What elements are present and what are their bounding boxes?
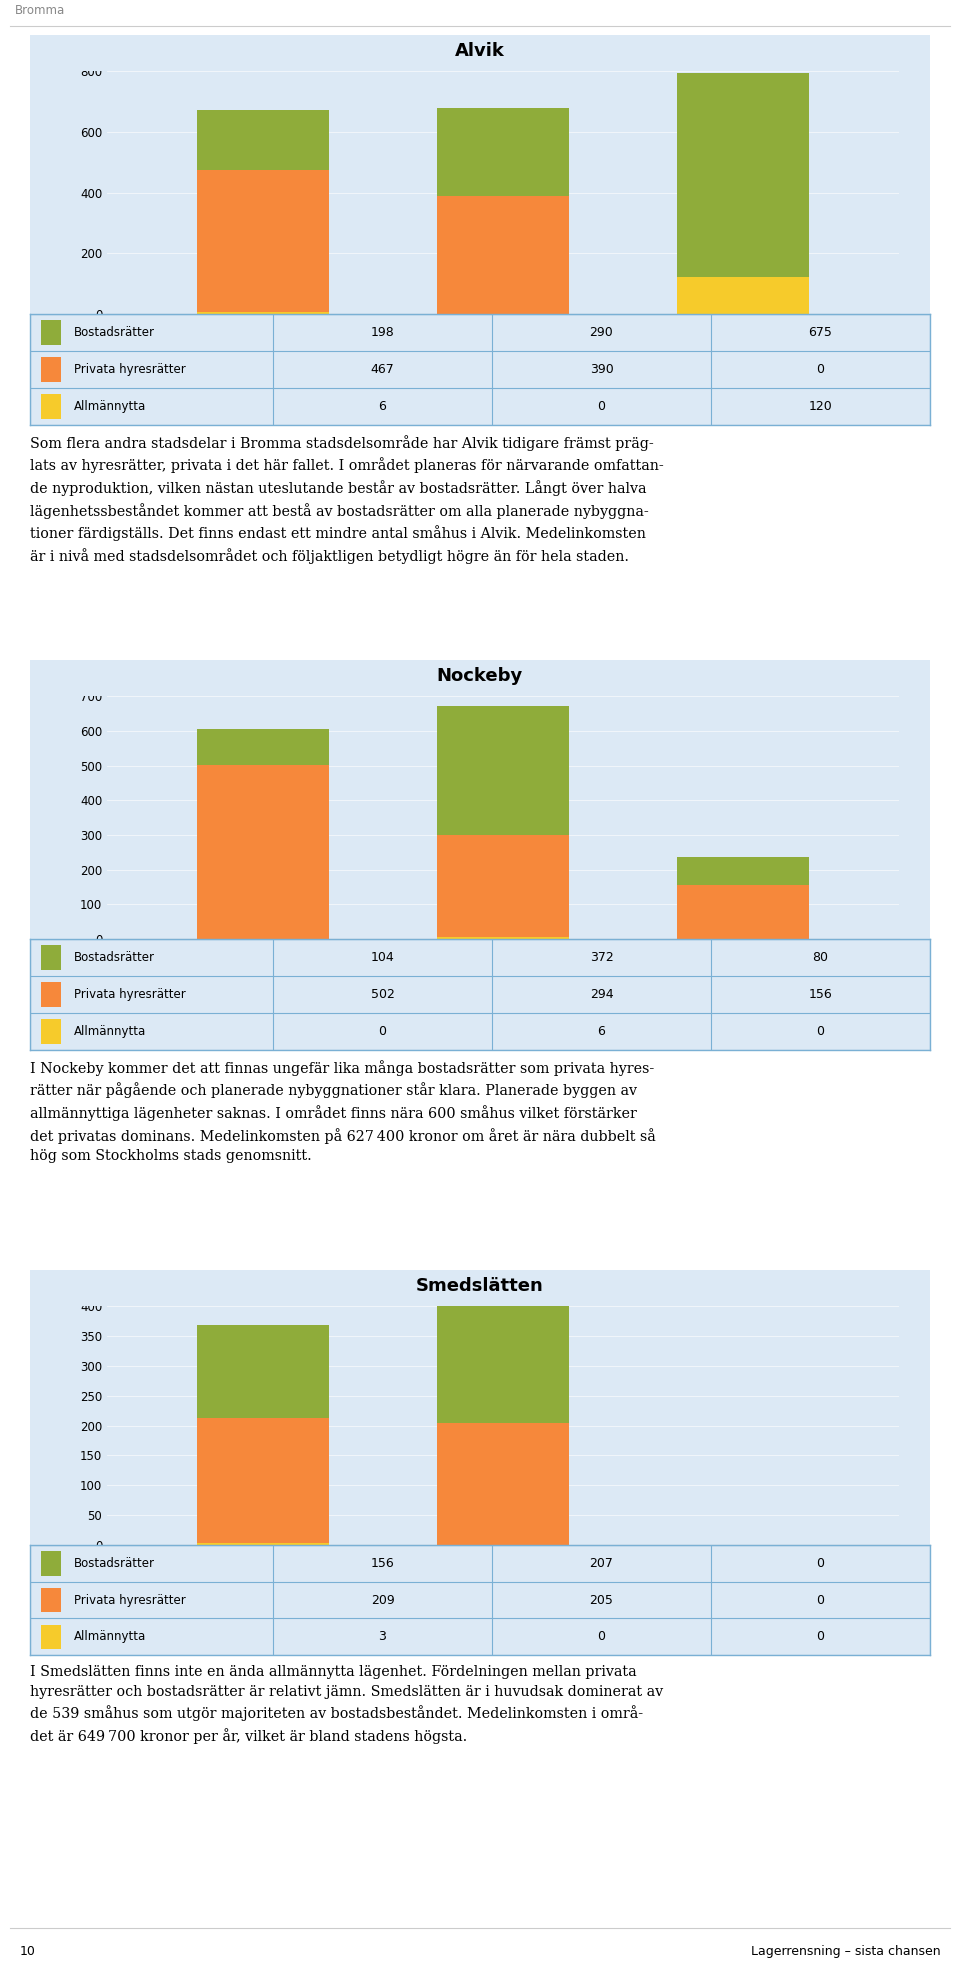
- Text: I ⁠Nockeby⁠ kommer det att finnas ungefär lika många bostadsrätter som privata h: I ⁠Nockeby⁠ kommer det att finnas ungefä…: [30, 1060, 656, 1162]
- Text: 205: 205: [589, 1593, 613, 1607]
- Text: Bostadsrätter: Bostadsrätter: [74, 327, 156, 338]
- Text: Privata hyresrätter: Privata hyresrätter: [74, 1593, 186, 1607]
- Text: Lagerrensning – sista chansen: Lagerrensning – sista chansen: [751, 1945, 941, 1957]
- Bar: [437, 706, 568, 834]
- Text: Alvik: Alvik: [455, 43, 505, 61]
- Text: 294: 294: [589, 987, 613, 1001]
- Text: 0: 0: [817, 1025, 825, 1039]
- Text: 0: 0: [597, 399, 606, 413]
- Bar: [197, 730, 328, 765]
- Text: 290: 290: [589, 327, 613, 338]
- Bar: [677, 885, 808, 938]
- Text: Bostadsrätter: Bostadsrätter: [74, 1558, 156, 1570]
- Text: Nockeby: Nockeby: [437, 667, 523, 685]
- Text: 6: 6: [378, 399, 387, 413]
- Bar: [197, 765, 328, 938]
- Bar: [40, 393, 60, 419]
- Bar: [197, 1418, 328, 1544]
- Bar: [40, 358, 60, 382]
- Bar: [437, 195, 568, 315]
- Text: 120: 120: [808, 399, 832, 413]
- Text: 0: 0: [817, 1593, 825, 1607]
- Bar: [40, 1587, 60, 1613]
- Bar: [437, 834, 568, 936]
- Bar: [197, 171, 328, 313]
- Text: 198: 198: [371, 327, 395, 338]
- Bar: [437, 1422, 568, 1546]
- Text: 10: 10: [19, 1945, 36, 1957]
- Text: Smedslätten: Smedslätten: [416, 1277, 544, 1294]
- Text: 80: 80: [812, 950, 828, 964]
- Text: Allmännytta: Allmännytta: [74, 399, 146, 413]
- Bar: [437, 1298, 568, 1422]
- Bar: [197, 1326, 328, 1418]
- Text: 0: 0: [817, 364, 825, 376]
- Text: 675: 675: [808, 327, 832, 338]
- Text: 0: 0: [597, 1631, 606, 1642]
- Bar: [40, 1552, 60, 1576]
- Bar: [677, 858, 808, 885]
- Text: 0: 0: [817, 1631, 825, 1642]
- Text: Privata hyresrätter: Privata hyresrätter: [74, 364, 186, 376]
- Bar: [40, 982, 60, 1007]
- Text: 156: 156: [371, 1558, 395, 1570]
- Text: 502: 502: [371, 987, 395, 1001]
- Text: 104: 104: [371, 950, 395, 964]
- Bar: [40, 1019, 60, 1044]
- Text: 390: 390: [589, 364, 613, 376]
- Bar: [437, 936, 568, 938]
- Text: 467: 467: [371, 364, 395, 376]
- Text: 6: 6: [597, 1025, 606, 1039]
- Text: 207: 207: [589, 1558, 613, 1570]
- Text: 0: 0: [817, 1558, 825, 1570]
- Bar: [197, 110, 328, 171]
- Bar: [40, 321, 60, 344]
- Text: 3: 3: [378, 1631, 387, 1642]
- Text: Bostadsrätter: Bostadsrätter: [74, 950, 156, 964]
- Text: Privata hyresrätter: Privata hyresrätter: [74, 987, 186, 1001]
- Text: Bromma: Bromma: [14, 4, 64, 18]
- Bar: [40, 1625, 60, 1648]
- Text: 209: 209: [371, 1593, 395, 1607]
- Bar: [40, 946, 60, 970]
- Text: 156: 156: [808, 987, 832, 1001]
- Text: Allmännytta: Allmännytta: [74, 1631, 146, 1642]
- Bar: [677, 277, 808, 315]
- Text: Allmännytta: Allmännytta: [74, 1025, 146, 1039]
- Text: 372: 372: [589, 950, 613, 964]
- Bar: [677, 73, 808, 277]
- Text: 0: 0: [378, 1025, 387, 1039]
- Text: Som flera andra stadsdelar i Bromma stadsdelsområde har ⁠Alvik⁠ tidigare främst : Som flera andra stadsdelar i Bromma stad…: [30, 435, 663, 565]
- Bar: [437, 108, 568, 195]
- Text: I ⁠Smedslätten⁠ finns inte en ända allmännytta lägenhet. Fördelningen mellan pri: I ⁠Smedslätten⁠ finns inte en ända allmä…: [30, 1664, 663, 1745]
